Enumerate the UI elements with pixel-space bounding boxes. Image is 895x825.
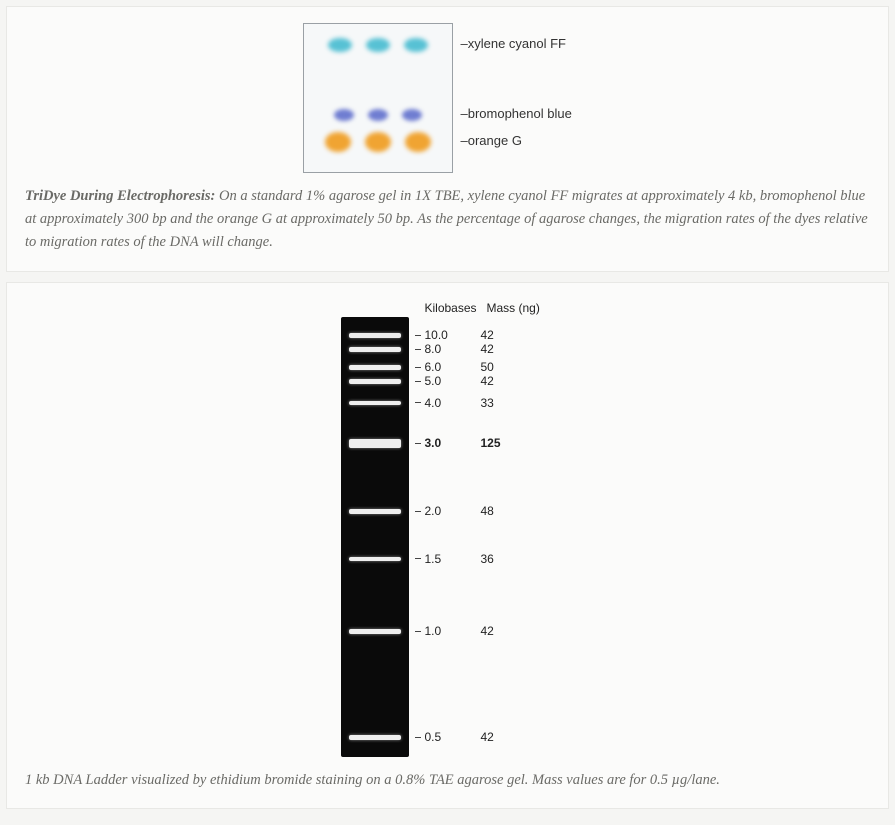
ladder-row-label: 8.042 (415, 343, 521, 355)
tridye-gel-box (303, 23, 453, 173)
ladder-row-label: 4.033 (415, 397, 521, 409)
kb-value: 6.0 (425, 360, 481, 374)
tick-mark (415, 511, 421, 512)
dye-label: –xylene cyanol FF (461, 36, 567, 51)
ladder-row-label: 3.0125 (415, 437, 521, 449)
dye-label: –bromophenol blue (461, 106, 572, 121)
ladder-row-label: 1.536 (415, 553, 521, 565)
tridye-panel: –xylene cyanol FF –bromophenol blue –orang… (6, 6, 889, 272)
mass-value: 42 (481, 328, 521, 342)
mass-value: 42 (481, 624, 521, 638)
mass-value: 125 (481, 436, 521, 450)
dye-row (304, 132, 452, 152)
dye-spot (405, 132, 431, 152)
kb-value: 5.0 (425, 374, 481, 388)
mass-value: 42 (481, 342, 521, 356)
tick-mark (415, 558, 421, 559)
kb-value: 1.5 (425, 552, 481, 566)
ladder-row-label: 1.042 (415, 625, 521, 637)
tick-mark (415, 349, 421, 350)
ladder-labels-col: Kilobases Mass (ng) 10.0428.0426.0505.04… (415, 317, 555, 757)
tick-mark (415, 381, 421, 382)
kb-value: 8.0 (425, 342, 481, 356)
dye-spot (334, 109, 354, 121)
ladder-row-label: 10.042 (415, 329, 521, 341)
tick-mark (415, 402, 421, 403)
ladder-band (349, 509, 401, 514)
ladder-band (349, 379, 401, 384)
ladder-figure: Kilobases Mass (ng) 10.0428.0426.0505.04… (25, 299, 870, 757)
ladder-band (349, 333, 401, 338)
dye-spot (325, 132, 351, 152)
tick-mark (415, 737, 421, 738)
tick-mark (415, 443, 421, 444)
dye-row (304, 38, 452, 52)
mass-value: 42 (481, 730, 521, 744)
ladder-row-label: 5.042 (415, 375, 521, 387)
kb-value: 2.0 (425, 504, 481, 518)
kb-value: 4.0 (425, 396, 481, 410)
dye-spot (404, 38, 428, 52)
kb-value: 0.5 (425, 730, 481, 744)
dye-spot (365, 132, 391, 152)
ladder-band (349, 629, 401, 634)
header-kilobases: Kilobases (425, 301, 477, 315)
dye-spot (328, 38, 352, 52)
dye-row (304, 109, 452, 121)
ladder-row-label: 2.048 (415, 505, 521, 517)
ladder-band (349, 735, 401, 740)
tick-mark (415, 367, 421, 368)
mass-value: 36 (481, 552, 521, 566)
ladder-row-label: 6.050 (415, 361, 521, 373)
dye-label: –orange G (461, 133, 522, 148)
dye-spot (366, 38, 390, 52)
ladder-band (349, 401, 401, 405)
kb-value: 1.0 (425, 624, 481, 638)
ladder-row-label: 0.542 (415, 731, 521, 743)
ladder-band (349, 347, 401, 352)
tridye-labels-col: –xylene cyanol FF –bromophenol blue –orang… (453, 23, 593, 173)
ladder-band (349, 557, 401, 561)
tridye-figure: –xylene cyanol FF –bromophenol blue –orang… (25, 23, 870, 173)
tick-mark (415, 631, 421, 632)
ladder-band (349, 439, 401, 448)
mass-value: 48 (481, 504, 521, 518)
kb-value: 3.0 (425, 436, 481, 450)
mass-value: 42 (481, 374, 521, 388)
tridye-caption-lead: TriDye During Electrophoresis: (25, 188, 215, 204)
kb-value: 10.0 (425, 328, 481, 342)
ladder-lane (341, 317, 409, 757)
mass-value: 33 (481, 396, 521, 410)
tick-mark (415, 335, 421, 336)
ladder-band (349, 365, 401, 370)
ladder-panel: Kilobases Mass (ng) 10.0428.0426.0505.04… (6, 282, 889, 809)
dye-spot (402, 109, 422, 121)
mass-value: 50 (481, 360, 521, 374)
header-mass: Mass (ng) (487, 301, 540, 315)
ladder-caption: 1 kb DNA Ladder visualized by ethidium b… (25, 769, 870, 792)
tridye-caption: TriDye During Electrophoresis: On a stan… (25, 185, 870, 255)
dye-spot (368, 109, 388, 121)
